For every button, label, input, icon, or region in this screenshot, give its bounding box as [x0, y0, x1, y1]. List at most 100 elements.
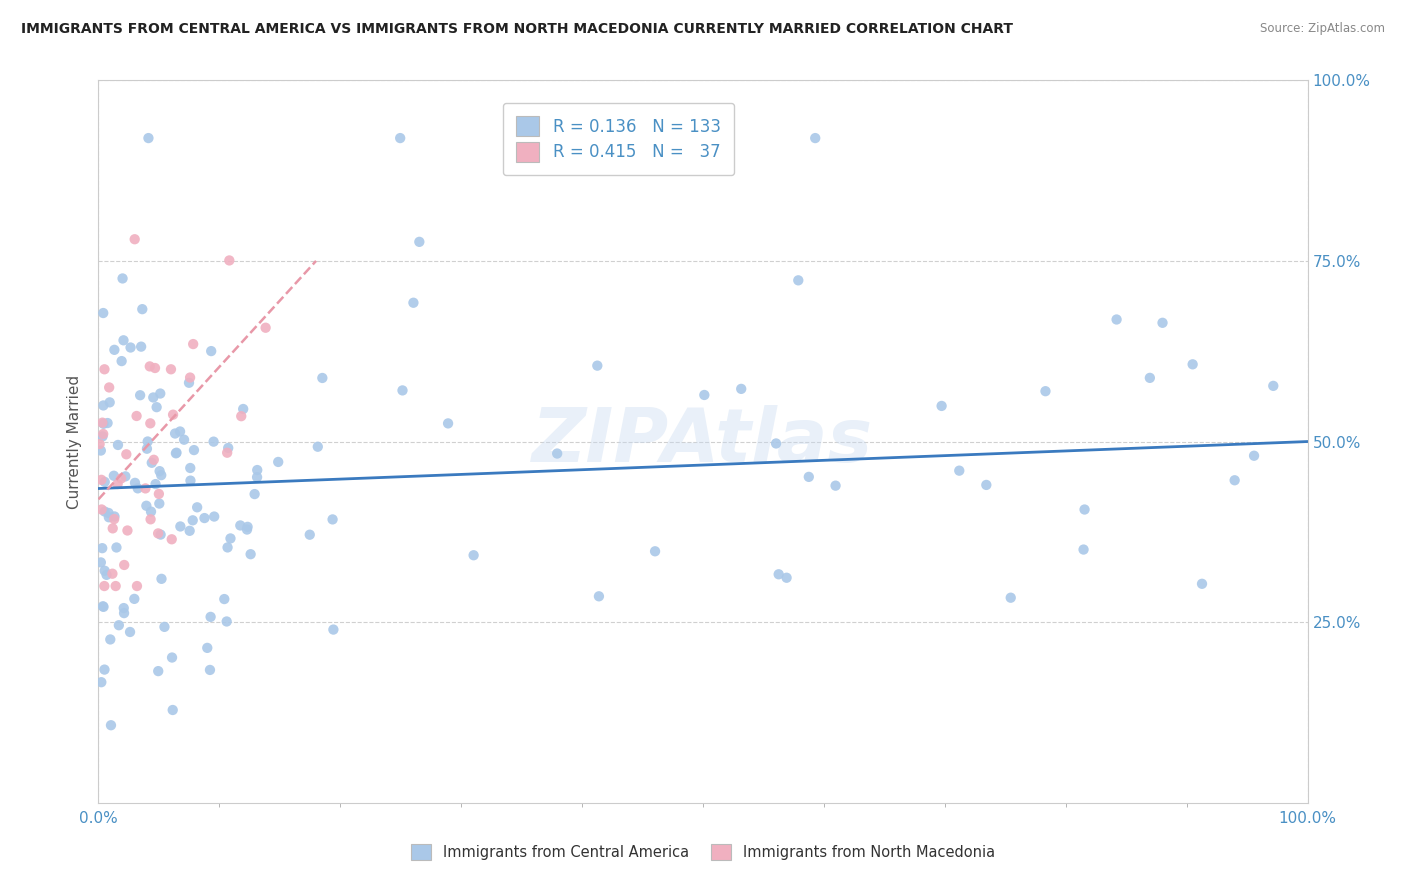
Point: [1223, 473, 1246, 487]
Point: [1105, 312, 1128, 326]
Point: [145, 477, 167, 491]
Point: [150, 572, 173, 586]
Point: [229, 518, 252, 533]
Point: [93, 417, 115, 431]
Point: [90, 675, 112, 690]
Point: [111, 271, 134, 285]
Point: [101, 566, 124, 581]
Point: [1139, 371, 1161, 385]
Point: [93, 579, 115, 593]
Point: [117, 524, 139, 538]
Point: [112, 334, 135, 348]
Point: [1191, 576, 1213, 591]
Point: [149, 386, 172, 401]
Point: [311, 371, 333, 385]
Point: [162, 703, 184, 717]
Y-axis label: Currently Married: Currently Married: [67, 375, 83, 508]
Point: [797, 470, 820, 484]
Point: [267, 455, 290, 469]
Point: [195, 640, 218, 655]
Point: [136, 434, 159, 449]
Point: [219, 532, 242, 546]
Point: [107, 438, 129, 452]
Point: [111, 354, 134, 368]
Point: [218, 253, 240, 268]
Point: [105, 541, 128, 555]
Point: [104, 579, 127, 593]
Point: [202, 434, 225, 449]
Point: [134, 482, 156, 496]
Point: [193, 511, 215, 525]
Point: [765, 436, 787, 450]
Text: Source: ZipAtlas.com: Source: ZipAtlas.com: [1260, 22, 1385, 36]
Point: [93, 599, 115, 614]
Point: [165, 446, 187, 460]
Point: [391, 384, 413, 398]
Point: [148, 664, 170, 678]
Point: [644, 544, 666, 558]
Point: [236, 520, 259, 534]
Point: [112, 601, 135, 615]
Text: ZIPAtlas: ZIPAtlas: [533, 405, 873, 478]
Point: [202, 509, 225, 524]
Point: [112, 606, 135, 620]
Point: [103, 509, 125, 524]
Point: [165, 426, 187, 441]
Point: [118, 625, 141, 640]
Point: [169, 519, 191, 533]
Point: [246, 470, 269, 484]
Point: [98, 395, 121, 409]
Point: [129, 340, 152, 354]
Point: [402, 295, 425, 310]
Point: [588, 589, 610, 603]
Point: [100, 718, 122, 732]
Point: [1073, 542, 1095, 557]
Point: [181, 337, 204, 351]
Point: [976, 478, 998, 492]
Point: [214, 592, 236, 607]
Point: [322, 623, 344, 637]
Point: [693, 388, 716, 402]
Point: [145, 400, 167, 414]
Point: [215, 615, 238, 629]
Point: [200, 610, 222, 624]
Point: [389, 131, 412, 145]
Point: [149, 527, 172, 541]
Point: [181, 513, 204, 527]
Point: [91, 599, 114, 614]
Point: [173, 433, 195, 447]
Point: [97, 416, 120, 430]
Point: [931, 399, 953, 413]
Point: [948, 464, 970, 478]
Point: [103, 512, 125, 526]
Point: [97, 506, 120, 520]
Point: [90, 443, 112, 458]
Point: [131, 302, 153, 317]
Point: [1000, 591, 1022, 605]
Point: [217, 441, 239, 455]
Point: [160, 650, 183, 665]
Point: [108, 618, 131, 632]
Point: [89, 437, 111, 451]
Point: [93, 399, 115, 413]
Point: [129, 388, 152, 402]
Point: [232, 402, 254, 417]
Point: [166, 446, 188, 460]
Point: [90, 473, 112, 487]
Point: [112, 558, 135, 572]
Point: [586, 359, 609, 373]
Point: [93, 564, 115, 578]
Point: [141, 456, 163, 470]
Point: [231, 409, 253, 424]
Legend: Immigrants from Central America, Immigrants from North Macedonia: Immigrants from Central America, Immigra…: [404, 837, 1002, 868]
Point: [135, 499, 157, 513]
Point: [1263, 379, 1285, 393]
Point: [93, 362, 115, 376]
Point: [150, 468, 173, 483]
Point: [1181, 357, 1204, 371]
Point: [1243, 449, 1265, 463]
Point: [1073, 502, 1095, 516]
Point: [217, 541, 239, 555]
Point: [148, 487, 170, 501]
Point: [114, 469, 136, 483]
